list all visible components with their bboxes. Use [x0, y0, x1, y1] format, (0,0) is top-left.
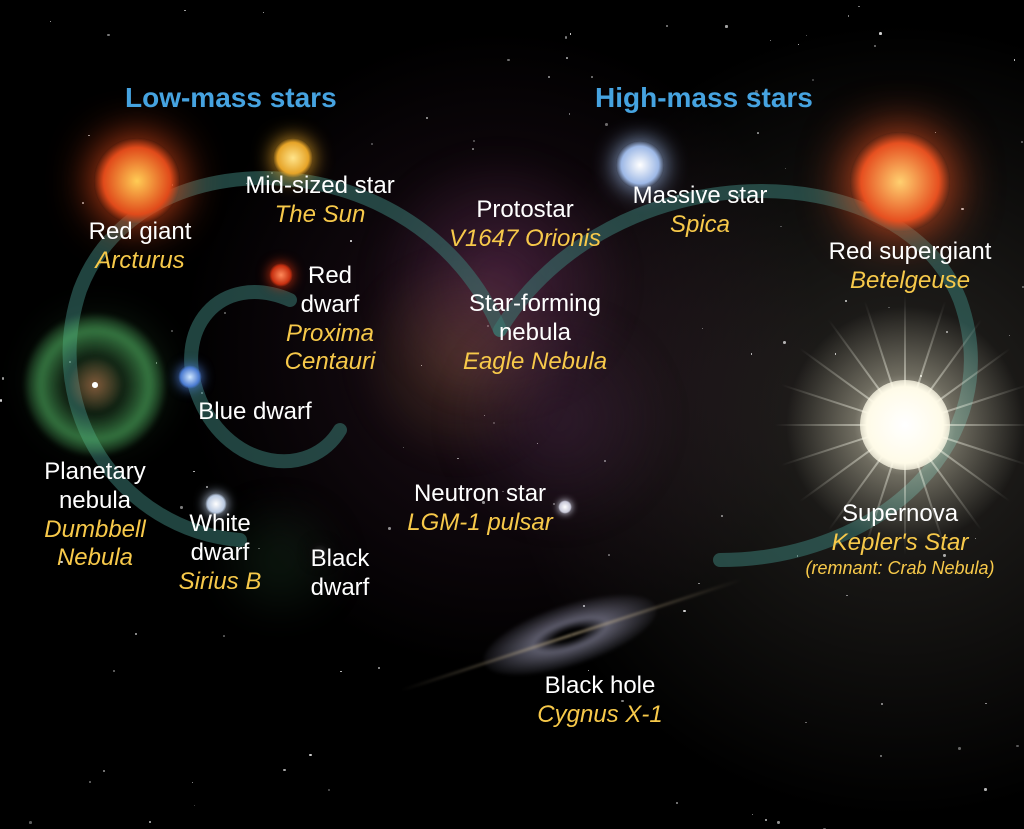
lifecycle-arrows	[0, 0, 1024, 829]
label-massive: Massive starSpica	[600, 182, 800, 240]
star-white-dwarf	[205, 493, 227, 515]
label-redgiant: Red giantArcturus	[60, 218, 220, 276]
label-blackdwarf: Black dwarf	[280, 545, 400, 603]
star-black-dwarf	[309, 542, 331, 564]
label-reddwarf-example: Proxima Centauri	[250, 320, 410, 378]
label-midsized-example: The Sun	[220, 201, 420, 230]
label-blackdwarf-title: Black dwarf	[280, 545, 400, 603]
label-blackhole: Black holeCygnus X-1	[500, 672, 700, 730]
label-planetneb: Planetary nebulaDumbbell Nebula	[10, 458, 180, 573]
label-blackhole-title: Black hole	[500, 672, 700, 701]
label-massive-title: Massive star	[600, 182, 800, 211]
label-redgiant-example: Arcturus	[60, 247, 220, 276]
label-reddwarf-title: Red dwarf	[250, 262, 410, 320]
background-starfield	[0, 0, 1024, 829]
label-starform: Star-forming nebulaEagle Nebula	[420, 290, 650, 376]
label-supernova: SupernovaKepler's Star(remnant: Crab Neb…	[770, 500, 1024, 579]
label-neutron: Neutron starLGM-1 pulsar	[370, 480, 590, 538]
label-bluedwarf-title: Blue dwarf	[165, 398, 345, 427]
star-midsized-star	[273, 138, 313, 178]
label-redsuper: Red supergiantBetelgeuse	[800, 238, 1020, 296]
label-redgiant-title: Red giant	[60, 218, 220, 247]
label-redsuper-title: Red supergiant	[800, 238, 1020, 267]
header-high-text: High-mass stars	[595, 82, 813, 113]
header-low-text: Low-mass stars	[125, 82, 337, 113]
planetary-nebula-graphic	[25, 315, 165, 455]
label-reddwarf: Red dwarfProxima Centauri	[250, 262, 410, 377]
label-starform-example: Eagle Nebula	[420, 348, 650, 377]
label-whitedwarf-title: White dwarf	[155, 510, 285, 568]
stellar-lifecycle-diagram: Low-mass stars High-mass stars Mid-sized…	[0, 0, 1024, 829]
label-bluedwarf: Blue dwarf	[165, 398, 345, 427]
supernova-graphic	[785, 305, 1024, 545]
label-protostar: ProtostarV1647 Orionis	[415, 196, 635, 254]
label-neutron-example: LGM-1 pulsar	[370, 509, 590, 538]
nebula-cloud	[370, 150, 630, 410]
label-midsized: Mid-sized starThe Sun	[220, 172, 420, 230]
label-supernova-example: Kepler's Star	[770, 529, 1024, 558]
label-whitedwarf: White dwarfSirius B	[155, 510, 285, 596]
label-blackhole-example: Cygnus X-1	[500, 701, 700, 730]
label-midsized-title: Mid-sized star	[220, 172, 420, 201]
nebula-cloud	[200, 500, 360, 620]
label-protostar-example: V1647 Orionis	[415, 225, 635, 254]
label-redsuper-example: Betelgeuse	[800, 267, 1020, 296]
star-red-dwarf	[269, 263, 293, 287]
label-planetneb-example: Dumbbell Nebula	[10, 516, 180, 574]
nebula-cloud	[10, 305, 190, 455]
star-red-supergiant	[850, 132, 950, 232]
header-low-mass: Low-mass stars	[125, 82, 337, 114]
star-neutron-star	[558, 500, 572, 514]
label-neutron-title: Neutron star	[370, 480, 590, 509]
nebula-cloud	[440, 310, 680, 530]
label-whitedwarf-example: Sirius B	[155, 568, 285, 597]
label-massive-example: Spica	[600, 211, 800, 240]
label-planetneb-title: Planetary nebula	[10, 458, 180, 516]
label-supernova-title: Supernova	[770, 500, 1024, 529]
blackhole-graphic	[570, 635, 571, 636]
label-supernova-note: (remnant: Crab Nebula)	[770, 558, 1024, 580]
label-starform-title: Star-forming nebula	[420, 290, 650, 348]
nebula-cloud	[350, 260, 570, 460]
star-massive-star	[616, 141, 664, 189]
star-red-giant	[94, 138, 180, 224]
star-blue-dwarf	[178, 365, 202, 389]
header-high-mass: High-mass stars	[595, 82, 813, 114]
label-protostar-title: Protostar	[415, 196, 635, 225]
